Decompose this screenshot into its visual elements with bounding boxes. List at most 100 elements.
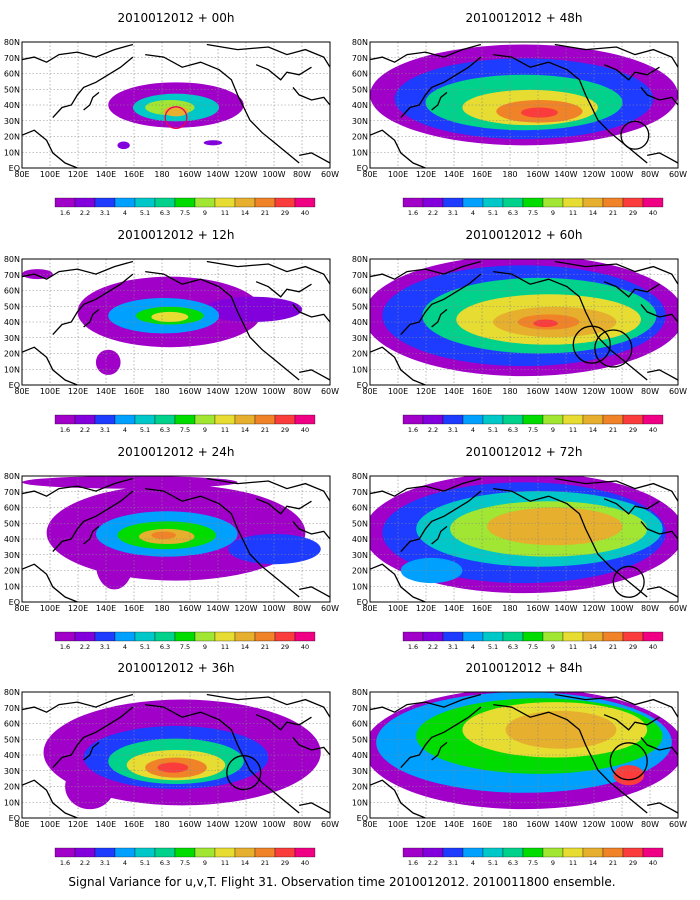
panel-6-colorbar-swatch-4	[482, 631, 504, 642]
panel-1-colorbar-label-5: 6.3	[160, 426, 170, 434]
panel-6-coastline-asia-east	[400, 490, 482, 553]
panel-7-contour-4	[505, 710, 617, 749]
panel-5-colorbar-swatch-10	[602, 414, 624, 425]
panel-3-ytick-5: 50N	[4, 735, 20, 744]
panel-4-observation-circle-0	[620, 120, 650, 150]
panel-2-colorbar-label-0: 1.6	[60, 643, 70, 651]
panel-6-colorbar-label-5: 6.3	[508, 643, 518, 651]
panel-1-colorbar-swatch-11	[274, 414, 296, 425]
panel-3-coastline-japan	[83, 741, 100, 761]
panel-6-ytick-3: 30N	[352, 551, 368, 560]
panel-2-frame	[21, 475, 331, 603]
panel-3-shading	[43, 699, 321, 810]
panel-6-coastline-arctic	[554, 477, 678, 502]
panel-4-xtick-6: 160W	[526, 170, 549, 179]
panel-1-colorbar-label-0: 1.6	[60, 426, 70, 434]
panel-1-ytick-6: 60N	[4, 287, 20, 296]
panel-3-colorbar-swatch-7	[194, 847, 216, 858]
panel-5-xtick-8: 120W	[582, 387, 605, 396]
panel-3-ytick-0: EQ	[9, 814, 20, 823]
panel-6-xtick-8: 120W	[582, 604, 605, 613]
panel-4-colorbar-swatch-9	[582, 197, 604, 208]
panel-4-xtick-11: 60W	[669, 170, 687, 179]
panel-2-coastline-asia-north	[22, 477, 134, 497]
panel-4-colorbar-label-4: 5.1	[488, 209, 498, 217]
panel-4-colorbar-label-7: 9	[551, 209, 555, 217]
panel-4-title: 2010012012 + 48h	[466, 11, 583, 25]
panel-1-coastline-gulf	[299, 369, 330, 381]
panel-0-contour-5	[203, 140, 223, 146]
panel-4-colorbar-label-8: 11	[569, 209, 577, 217]
panel-7-colorbar-swatch-7	[542, 847, 564, 858]
panel-0-colorbar-swatch-12	[294, 197, 316, 208]
panel-6-title: 2010012012 + 72h	[466, 445, 583, 459]
panel-0-ytick-6: 60N	[4, 70, 20, 79]
panel-5-colorbar-label-9: 14	[589, 426, 597, 434]
panel-1-xtick-11: 60W	[321, 387, 339, 396]
panel-2-coastline-southeast-asia	[22, 563, 78, 602]
panel-1-colorbar: 1.6 2.2 3.1 4 5.1 6.3 7.5 9 11 14 21 29 40	[54, 414, 316, 434]
panel-2-xtick-3: 140E	[96, 604, 116, 613]
panel-2-ytick-6: 60N	[4, 504, 20, 513]
panel-7-title: 2010012012 + 84h	[466, 661, 583, 675]
panel-5-coastline-asia-north	[370, 260, 482, 280]
panel-3-ytick-8: 80N	[4, 688, 20, 697]
panel-2-xtick-5: 180	[154, 604, 169, 613]
panel-6-observation-circle-0	[612, 565, 645, 598]
panel-2-xtick-4: 160E	[124, 604, 144, 613]
panel-0-coastline-southeast-asia	[22, 129, 78, 168]
panel-1-ytick-4: 40N	[4, 318, 20, 327]
panel-4-ytick-0: EQ	[357, 164, 368, 173]
panel-0-colorbar-swatch-9	[234, 197, 256, 208]
panel-3-colorbar-swatch-3	[114, 847, 136, 858]
panel-7-colorbar-label-11: 29	[629, 859, 637, 867]
panel-0-ytick-2: 20N	[4, 133, 20, 142]
panel-0-colorbar-label-0: 1.6	[60, 209, 70, 217]
panel-5-ytick-7: 70N	[352, 271, 368, 280]
panel-6-coastline-japan	[431, 525, 448, 545]
panel-3-colorbar: 1.6 2.2 3.1 4 5.1 6.3 7.5 9 11 14 21 29 40	[54, 847, 316, 867]
panel-0-coastline-arctic	[206, 43, 330, 68]
panel-6-ytick-4: 40N	[352, 535, 368, 544]
panel-4-colorbar-label-2: 3.1	[448, 209, 458, 217]
panel-0-ytick-0: EQ	[9, 164, 20, 173]
panel-7-colorbar-swatch-0	[402, 847, 424, 858]
panel-2-title: 2010012012 + 24h	[118, 445, 235, 459]
panel-3-xtick-4: 160E	[124, 820, 144, 829]
panel-2-grid	[22, 476, 330, 602]
panel-7-colorbar-label-9: 14	[589, 859, 597, 867]
panel-7-coastline-asia-north	[370, 693, 482, 713]
panel-1-xtick-8: 120W	[234, 387, 257, 396]
panel-6-grid	[370, 476, 678, 602]
panel-0-ytick-8: 80N	[4, 38, 20, 47]
panel-2-colorbar-swatch-5	[154, 631, 176, 642]
panel-5-colorbar-label-1: 2.2	[428, 426, 438, 434]
panel-1-colorbar-label-9: 14	[241, 426, 249, 434]
panel-1-colorbar-swatch-1	[74, 414, 96, 425]
panel-1-coastline-alaska-west	[145, 270, 300, 381]
panel-2-xtick-8: 120W	[234, 604, 257, 613]
panel-7-colorbar-swatch-10	[602, 847, 624, 858]
panel-2-xtick-1: 100E	[40, 604, 60, 613]
panel-1-ytick-3: 30N	[4, 334, 20, 343]
panel-6-colorbar-label-8: 11	[569, 643, 577, 651]
panel-5-colorbar-swatch-9	[582, 414, 604, 425]
panel-6: 2010012012 + 72h 80E 100E 120E 140E 160E 180 16…	[352, 445, 687, 651]
panel-2-shading	[22, 476, 321, 590]
panel-4-colorbar-swatch-7	[542, 197, 564, 208]
panel-6-xtick-7: 140W	[554, 604, 577, 613]
panel-2-contour-2	[228, 533, 321, 565]
panel-5-colorbar-swatch-7	[542, 414, 564, 425]
panel-3-colorbar-label-2: 3.1	[100, 859, 110, 867]
panel-7: 2010012012 + 84h 80E 100E 120E 140E 160E 180 16…	[352, 661, 687, 867]
panel-0-colorbar-label-3: 4	[123, 209, 127, 217]
panel-4-colorbar-swatch-1	[422, 197, 444, 208]
panel-5-coastline-alaska-west	[493, 270, 648, 381]
panel-7-colorbar-label-4: 5.1	[488, 859, 498, 867]
panel-7-colorbar: 1.6 2.2 3.1 4 5.1 6.3 7.5 9 11 14 21 29 40	[402, 847, 664, 867]
panel-6-colorbar-label-6: 7.5	[528, 643, 538, 651]
panel-6-colorbar-label-0: 1.6	[408, 643, 418, 651]
panel-1-xtick-10: 80W	[293, 387, 311, 396]
panel-6-colorbar-swatch-0	[402, 631, 424, 642]
